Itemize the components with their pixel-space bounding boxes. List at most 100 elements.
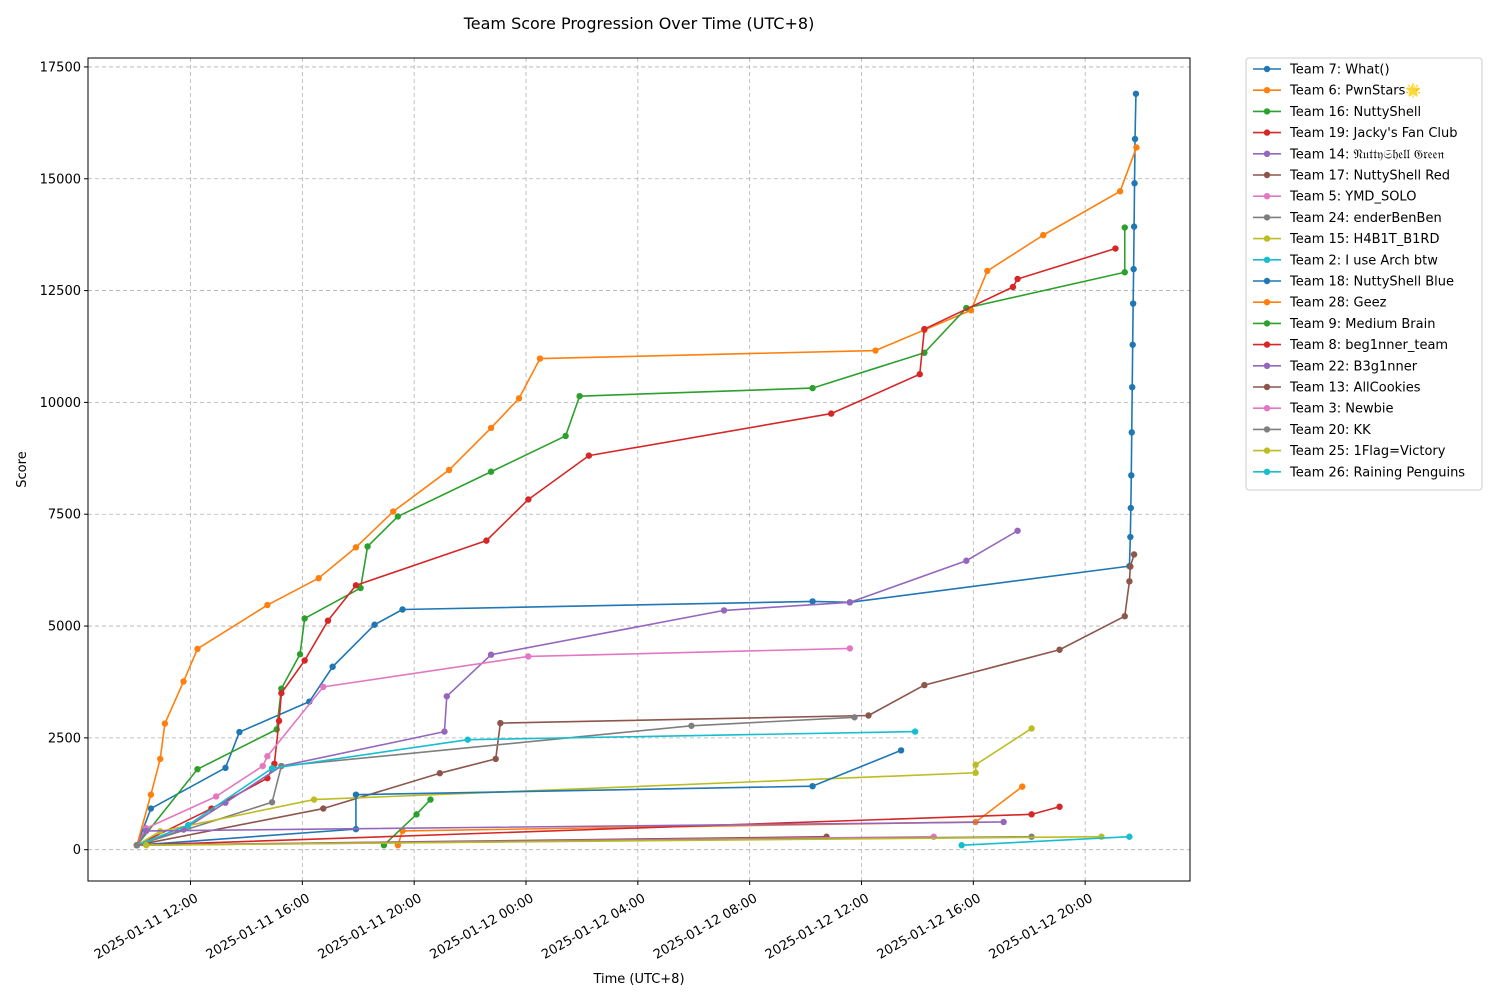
series-group bbox=[133, 90, 1140, 849]
chart-title: Team Score Progression Over Time (UTC+8) bbox=[463, 14, 815, 33]
data-point bbox=[157, 755, 164, 763]
y-tick-label: 12500 bbox=[40, 284, 81, 299]
legend-label: Team 6: PwnStars🌟 bbox=[1289, 83, 1422, 99]
grid bbox=[88, 58, 1190, 881]
data-point bbox=[264, 753, 271, 760]
data-point bbox=[562, 432, 569, 440]
data-point bbox=[394, 513, 402, 520]
data-point bbox=[1028, 725, 1035, 732]
legend-entry: Team 16: NuttyShell bbox=[1253, 105, 1421, 120]
data-point bbox=[515, 395, 523, 402]
data-point bbox=[1056, 646, 1063, 653]
series-path bbox=[136, 727, 1033, 846]
legend-entry: Team 3: Newbie bbox=[1253, 402, 1394, 417]
data-point bbox=[1009, 283, 1017, 291]
data-point bbox=[268, 799, 276, 806]
data-point bbox=[809, 384, 816, 392]
data-point bbox=[576, 392, 583, 400]
plot-frame bbox=[87, 57, 1191, 882]
legend-entry: Team 25: 1Flag=Victory bbox=[1253, 444, 1446, 459]
data-point bbox=[911, 728, 919, 735]
legend-box bbox=[1245, 57, 1483, 491]
data-point bbox=[972, 769, 979, 776]
series-path bbox=[146, 835, 1102, 847]
series-line bbox=[958, 833, 1133, 849]
y-tick-label: 17500 bbox=[40, 60, 81, 75]
data-point bbox=[427, 796, 434, 803]
legend-label: Team 18: NuttyShell Blue bbox=[1289, 275, 1454, 290]
series-line bbox=[133, 725, 1035, 849]
legend-entry: Team 2: I use Arch btw bbox=[1253, 253, 1438, 268]
legend-swatch-marker bbox=[1263, 256, 1271, 263]
legend-entry: Team 5: YMD_SOLO bbox=[1253, 190, 1416, 205]
data-point bbox=[1014, 275, 1021, 283]
x-axis-title: Time (UTC+8) bbox=[592, 972, 684, 987]
data-point bbox=[436, 770, 444, 777]
legend-swatch-marker bbox=[1263, 87, 1271, 94]
legend-label: Team 16: NuttyShell bbox=[1289, 105, 1421, 120]
data-point bbox=[1127, 533, 1134, 541]
data-point bbox=[464, 736, 471, 743]
series-line bbox=[133, 714, 858, 849]
legend-entry: Team 8: beg1nner_team bbox=[1253, 338, 1448, 353]
data-point bbox=[1131, 180, 1138, 187]
data-point bbox=[236, 728, 243, 736]
legend-swatch-marker bbox=[1263, 65, 1271, 73]
legend-label: Team 13: AllCookies bbox=[1289, 381, 1421, 396]
data-point bbox=[846, 645, 854, 652]
data-point bbox=[828, 410, 835, 417]
legend-swatch-marker bbox=[1263, 299, 1271, 306]
legend-label: Team 14: 𝔑𝔲𝔱𝔱𝔶𝔖𝔥𝔢𝔩𝔩 𝔊𝔯𝔢𝔢𝔫 bbox=[1289, 147, 1445, 162]
legend-swatch-marker bbox=[1263, 150, 1271, 157]
data-point bbox=[194, 765, 201, 773]
data-point bbox=[809, 598, 816, 605]
data-point bbox=[315, 574, 322, 582]
data-point bbox=[897, 747, 905, 754]
legend-label: Team 19: Jacky's Fan Club bbox=[1289, 126, 1458, 141]
legend-entry: Team 9: Medium Brain bbox=[1253, 317, 1435, 332]
data-point bbox=[487, 651, 495, 658]
data-point bbox=[143, 842, 150, 849]
data-point bbox=[1127, 504, 1135, 512]
data-point bbox=[329, 663, 336, 670]
data-point bbox=[364, 543, 371, 550]
data-point bbox=[525, 653, 532, 660]
data-point bbox=[324, 617, 332, 624]
data-point bbox=[1014, 527, 1021, 534]
data-point bbox=[443, 693, 450, 700]
data-point bbox=[180, 678, 187, 685]
series-line bbox=[133, 747, 905, 849]
data-point bbox=[972, 761, 979, 768]
legend-label: Team 3: Newbie bbox=[1289, 402, 1394, 417]
legend-swatch-marker bbox=[1263, 277, 1271, 285]
legend-swatch-marker bbox=[1263, 468, 1271, 475]
legend-swatch-marker bbox=[1263, 171, 1271, 179]
y-tick-label: 2500 bbox=[48, 731, 81, 746]
legend-swatch-marker bbox=[1263, 129, 1271, 136]
legend-label: Team 8: beg1nner_team bbox=[1289, 338, 1448, 353]
data-point bbox=[390, 508, 397, 515]
data-point bbox=[525, 496, 532, 503]
data-point bbox=[259, 762, 266, 770]
legend-entry: Team 20: KK bbox=[1253, 423, 1371, 438]
legend-entry: Team 7: What() bbox=[1253, 63, 1390, 78]
data-point bbox=[445, 466, 453, 474]
data-point bbox=[161, 720, 169, 727]
data-point bbox=[1129, 341, 1136, 348]
data-point bbox=[352, 582, 360, 589]
data-point bbox=[958, 842, 965, 849]
data-point bbox=[1112, 245, 1119, 252]
data-point bbox=[1128, 472, 1135, 479]
series-line bbox=[133, 551, 1138, 849]
data-point bbox=[212, 793, 220, 800]
data-point bbox=[585, 452, 593, 459]
series-line bbox=[133, 90, 1140, 849]
data-point bbox=[1056, 803, 1063, 810]
legend-label: Team 15: H4B1T_B1RD bbox=[1289, 232, 1439, 247]
data-point bbox=[487, 468, 495, 475]
data-point bbox=[296, 651, 304, 658]
data-point bbox=[1121, 613, 1128, 620]
legend-swatch-marker bbox=[1263, 193, 1271, 200]
data-point bbox=[963, 557, 970, 564]
